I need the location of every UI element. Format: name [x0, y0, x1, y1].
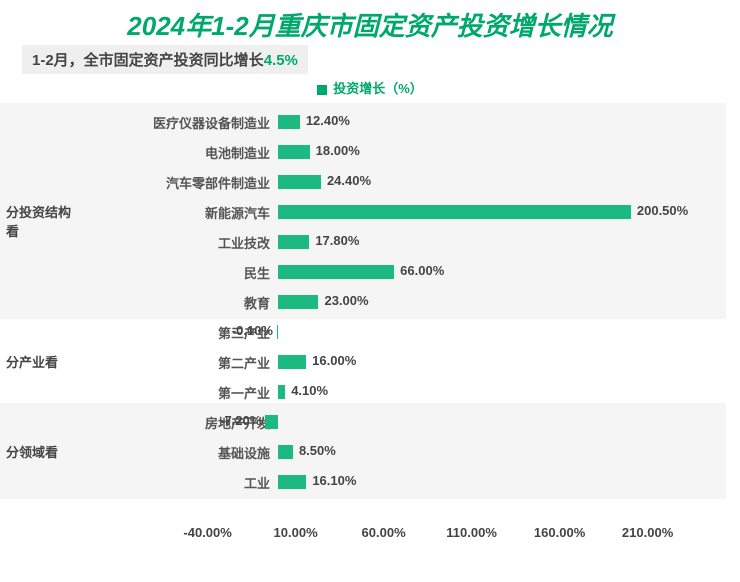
value-label: 23.00% — [324, 293, 368, 308]
subtitle-highlight: 4.5% — [264, 52, 298, 69]
bar — [278, 205, 631, 219]
value-label: 16.10% — [312, 473, 356, 488]
bar — [278, 295, 318, 309]
category-label: 电池制造业 — [205, 143, 276, 162]
chart-row: 汽车零部件制造业 24.40% — [86, 167, 726, 197]
bar — [278, 385, 285, 399]
chart-row: 工业技改 17.80% — [86, 227, 726, 257]
legend-marker — [317, 85, 327, 95]
legend-label: 投资增长（%） — [333, 81, 423, 96]
category-label: 基础设施 — [218, 443, 276, 462]
chart-row: 第一产业 4.10% — [86, 377, 726, 407]
axis-tick: 160.00% — [534, 525, 585, 540]
value-label: 18.00% — [316, 143, 360, 158]
value-label: 66.00% — [400, 263, 444, 278]
chart-row: 电池制造业 18.00% — [86, 137, 726, 167]
value-label: 8.50% — [299, 443, 336, 458]
axis-tick: 60.00% — [362, 525, 406, 540]
chart-row: 民生 66.00% — [86, 257, 726, 287]
value-label: 24.40% — [327, 173, 371, 188]
bar — [278, 445, 293, 459]
category-label: 汽车零部件制造业 — [166, 173, 276, 192]
bar — [265, 415, 278, 429]
value-label: 16.00% — [312, 353, 356, 368]
bar — [278, 145, 310, 159]
category-label: 新能源汽车 — [205, 203, 276, 222]
chart-row: 基础设施 8.50% — [86, 437, 726, 467]
group-label: 分产业看 — [6, 352, 80, 371]
chart-row: 教育 23.00% — [86, 287, 726, 317]
value-label: -0.10% — [232, 323, 273, 338]
chart-row: 医疗仪器设备制造业 12.40% — [86, 107, 726, 137]
value-label: 17.80% — [315, 233, 359, 248]
axis-tick: 110.00% — [446, 525, 497, 540]
bar — [278, 115, 300, 129]
bar — [278, 265, 394, 279]
chart-row: 房地产开发-7.20% — [86, 407, 726, 437]
plot-area: 分投资结构看分产业看分领域看医疗仪器设备制造业12.40%电池制造业18.00%… — [86, 99, 726, 559]
category-label: 医疗仪器设备制造业 — [153, 113, 276, 132]
bar — [278, 355, 306, 369]
category-label: 第二产业 — [218, 353, 276, 372]
group-label: 分投资结构看 — [6, 202, 80, 240]
bar — [278, 235, 309, 249]
value-label: 200.50% — [637, 203, 688, 218]
bar — [277, 325, 278, 339]
category-label: 工业 — [244, 473, 276, 492]
subtitle-text: 1-2月，全市固定资产投资同比增长 — [32, 52, 264, 69]
category-label: 教育 — [244, 293, 276, 312]
axis-tick: -40.00% — [183, 525, 231, 540]
category-label: 工业技改 — [218, 233, 276, 252]
category-label: 第一产业 — [218, 383, 276, 402]
chart-row: 第二产业 16.00% — [86, 347, 726, 377]
value-label: 12.40% — [306, 113, 350, 128]
chart-container: 2024年1-2月重庆市固定资产投资增长情况 1-2月，全市固定资产投资同比增长… — [0, 0, 740, 582]
chart-subtitle: 1-2月，全市固定资产投资同比增长4.5% — [22, 45, 308, 74]
chart-title: 2024年1-2月重庆市固定资产投资增长情况 — [0, 0, 740, 43]
bar — [278, 475, 306, 489]
chart-row: 第三产业-0.10% — [86, 317, 726, 347]
group-label: 分领域看 — [6, 442, 80, 461]
axis-tick: 210.00% — [622, 525, 673, 540]
axis-tick: 10.00% — [274, 525, 318, 540]
category-label: 民生 — [244, 263, 276, 282]
legend: 投资增长（%） — [0, 78, 740, 97]
value-label: -7.20% — [220, 413, 261, 428]
chart-row: 工业 16.10% — [86, 467, 726, 497]
value-label: 4.10% — [291, 383, 328, 398]
chart-row: 新能源汽车 200.50% — [86, 197, 726, 227]
bar — [278, 175, 321, 189]
